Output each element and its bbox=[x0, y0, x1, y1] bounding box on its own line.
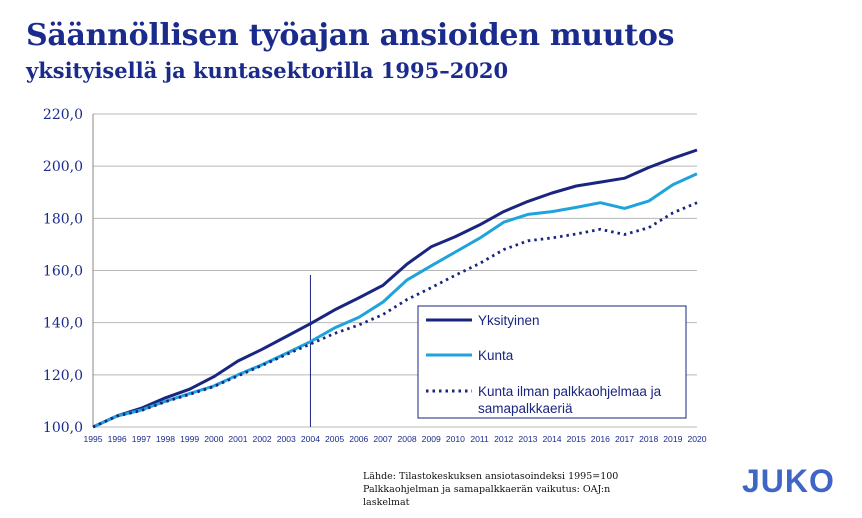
x-tick-label: 2000 bbox=[204, 434, 223, 444]
x-tick-label: 2019 bbox=[663, 434, 682, 444]
x-tick-label: 2015 bbox=[567, 434, 586, 444]
x-tick-label: 2006 bbox=[349, 434, 368, 444]
y-tick-label: 220,0 bbox=[43, 107, 83, 123]
x-tick-label: 2020 bbox=[687, 434, 706, 444]
y-tick-label: 200,0 bbox=[43, 159, 83, 175]
x-tick-label: 2004 bbox=[301, 434, 320, 444]
series-line-2 bbox=[92, 172, 698, 429]
juko-logo-text: JUKO bbox=[742, 464, 835, 498]
x-tick-label: 1995 bbox=[83, 434, 102, 444]
x-tick-label: 2002 bbox=[253, 434, 272, 444]
legend-label-3: Kunta ilman palkkaohjelmaa ja bbox=[478, 384, 662, 399]
y-tick-label: 160,0 bbox=[43, 264, 83, 280]
x-tick-label: 2009 bbox=[422, 434, 441, 444]
x-tick-label: 2008 bbox=[398, 434, 417, 444]
series-line-3 bbox=[92, 201, 698, 429]
legend-label-3b: samapalkkaeriä bbox=[478, 401, 573, 416]
x-tick-label: 2010 bbox=[446, 434, 465, 444]
x-tick-label: 2017 bbox=[615, 434, 634, 444]
x-tick-label: 2013 bbox=[518, 434, 537, 444]
x-tick-label: 2007 bbox=[373, 434, 392, 444]
page-title: Säännöllisen työajan ansioiden muutos bbox=[26, 18, 675, 53]
x-tick-label: 2014 bbox=[542, 434, 561, 444]
x-tick-label: 2018 bbox=[639, 434, 658, 444]
x-tick-label: 1997 bbox=[132, 434, 151, 444]
x-tick-label: 2001 bbox=[228, 434, 247, 444]
x-tick-label: 1999 bbox=[180, 434, 199, 444]
page-subtitle: yksityisellä ja kuntasektorilla 1995–202… bbox=[26, 58, 509, 83]
x-tick-label: 2005 bbox=[325, 434, 344, 444]
legend-label-2: Kunta bbox=[478, 348, 514, 363]
legend-box bbox=[417, 305, 687, 419]
x-tick-label: 2012 bbox=[494, 434, 513, 444]
legend-label-1: Yksityinen bbox=[478, 313, 540, 328]
x-tick-label: 1996 bbox=[108, 434, 127, 444]
y-tick-label: 180,0 bbox=[43, 211, 83, 227]
x-tick-label: 2011 bbox=[470, 434, 489, 444]
x-tick-label: 2003 bbox=[277, 434, 296, 444]
x-tick-label: 1998 bbox=[156, 434, 175, 444]
source-note: Lähde: Tilastokeskuksen ansiotasoindeksi… bbox=[363, 471, 619, 508]
series-line-1 bbox=[92, 148, 698, 429]
y-tick-label: 140,0 bbox=[43, 316, 83, 332]
juko-logo: JUKO bbox=[742, 464, 835, 498]
y-tick-label: 120,0 bbox=[43, 368, 83, 384]
x-tick-label: 2016 bbox=[591, 434, 610, 444]
y-tick-label: 100,0 bbox=[43, 420, 83, 436]
